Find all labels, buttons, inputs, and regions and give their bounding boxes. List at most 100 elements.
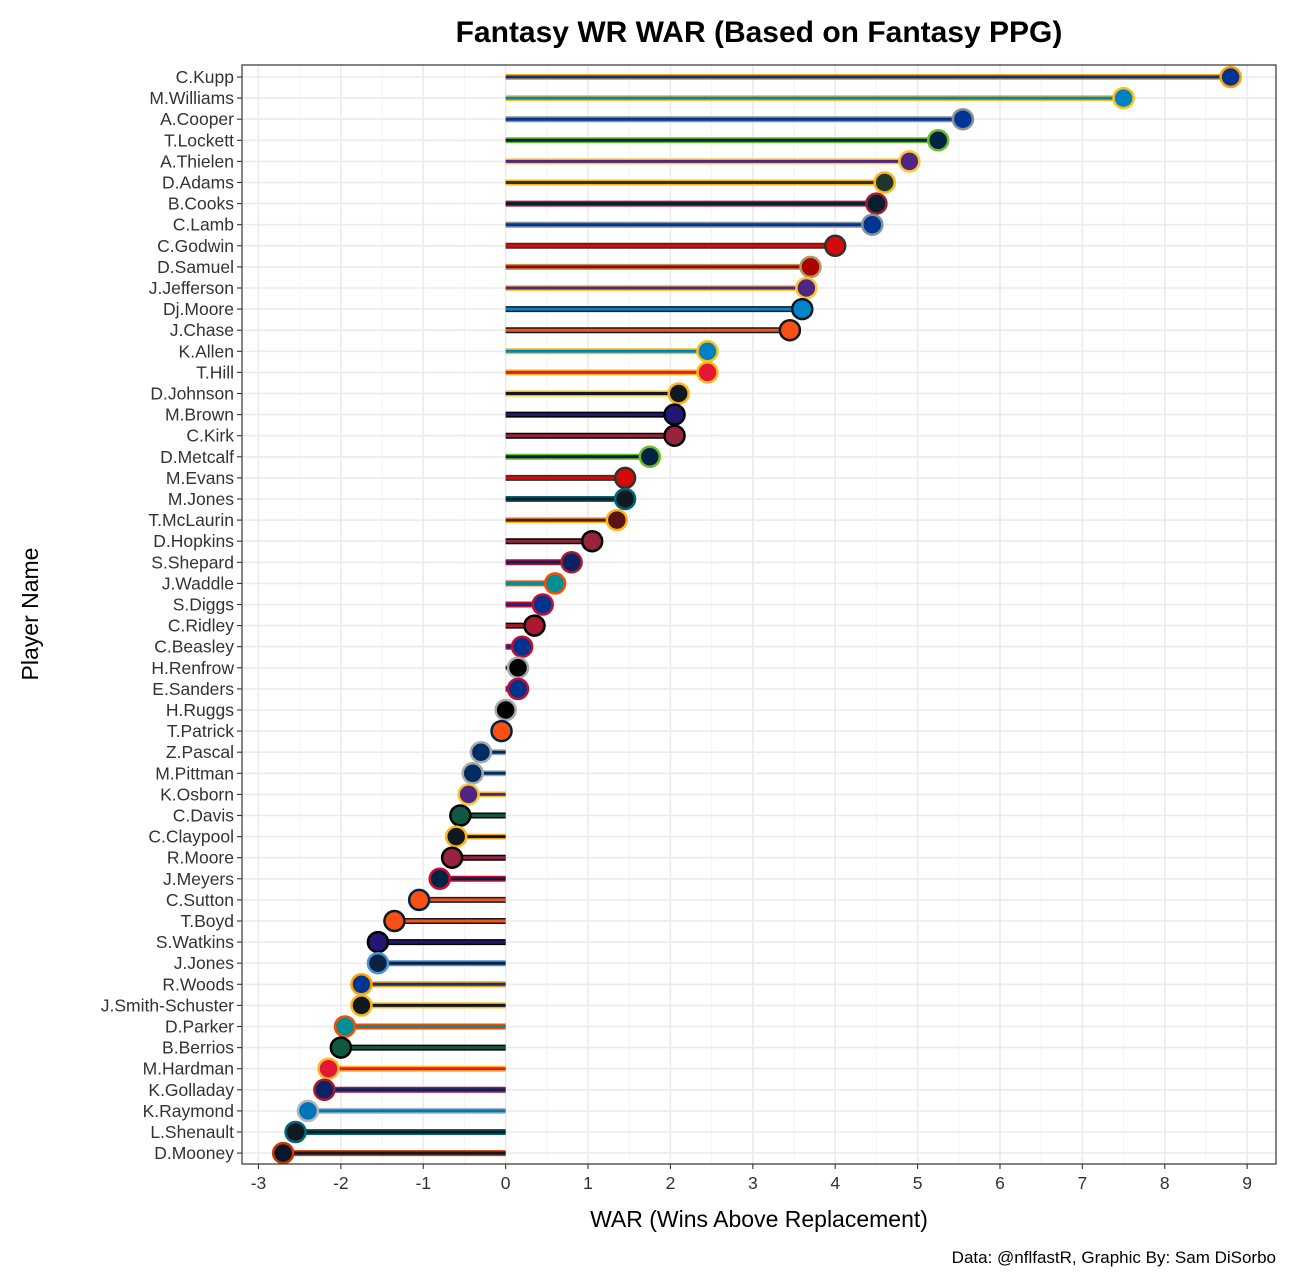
markers-layer bbox=[271, 65, 1242, 1165]
chart-title: Fantasy WR WAR (Based on Fantasy PPG) bbox=[456, 16, 1063, 49]
y-tick-label: J.Smith-Schuster bbox=[101, 995, 234, 1015]
team-logo-marker bbox=[580, 529, 604, 553]
x-tick-label: 7 bbox=[1078, 1173, 1088, 1193]
team-logo-marker bbox=[861, 213, 884, 236]
y-tick-label: Dj.Moore bbox=[163, 299, 234, 319]
team-logo-marker bbox=[296, 1099, 320, 1123]
team-logo-marker bbox=[444, 825, 468, 848]
team-logo-marker bbox=[613, 487, 637, 511]
y-tick-label: T.Hill bbox=[196, 362, 234, 382]
team-logo-marker bbox=[663, 424, 686, 447]
y-tick-label: M.Jones bbox=[168, 489, 234, 509]
y-tick-label: Z.Pascal bbox=[166, 742, 234, 762]
team-logo-marker bbox=[350, 973, 373, 996]
y-tick-label: T.Boyd bbox=[181, 911, 235, 931]
x-axis: -3 -2 -1 0 1 2 3 4 5 6 7 8 9 bbox=[251, 1164, 1252, 1193]
team-logo-marker bbox=[613, 466, 637, 490]
team-logo-marker bbox=[506, 656, 530, 680]
y-tick-label: K.Allen bbox=[179, 341, 234, 361]
x-tick-label: 5 bbox=[913, 1173, 923, 1193]
team-logo-marker bbox=[457, 783, 480, 806]
y-tick-label: J.Jones bbox=[174, 953, 235, 973]
x-tick-label: -3 bbox=[251, 1173, 267, 1193]
team-logo-marker bbox=[865, 192, 888, 215]
y-tick-label: K.Raymond bbox=[143, 1101, 234, 1121]
x-tick-label: 6 bbox=[995, 1173, 1005, 1193]
team-logo-marker bbox=[366, 951, 390, 975]
y-tick-label: D.Hopkins bbox=[153, 531, 234, 551]
y-tick-label: D.Samuel bbox=[157, 257, 234, 277]
y-tick-label: L.Shenault bbox=[150, 1122, 234, 1142]
y-tick-label: M.Evans bbox=[166, 468, 234, 488]
team-logo-marker bbox=[440, 846, 464, 869]
x-tick-label: 9 bbox=[1242, 1173, 1252, 1193]
y-tick-label: B.Cooks bbox=[168, 194, 234, 214]
caption: Data: @nflfastR, Graphic By: Sam DiSorbo bbox=[952, 1248, 1276, 1267]
team-logo-marker bbox=[799, 255, 822, 279]
team-logo-marker bbox=[329, 1036, 353, 1059]
team-logo-marker bbox=[428, 867, 451, 891]
team-logo-marker bbox=[696, 361, 719, 384]
y-axis: C.KuppM.WilliamsA.CooperT.LockettA.Thiel… bbox=[101, 67, 242, 1163]
y-tick-label: M.Hardman bbox=[143, 1059, 234, 1079]
x-tick-label: 0 bbox=[501, 1173, 511, 1193]
x-tick-label: 4 bbox=[830, 1173, 840, 1193]
x-tick-label: 3 bbox=[748, 1173, 758, 1193]
team-logo-marker bbox=[490, 719, 513, 743]
y-tick-label: M.Williams bbox=[149, 88, 234, 108]
y-tick-label: T.Lockett bbox=[164, 130, 234, 150]
y-tick-label: D.Mooney bbox=[154, 1143, 234, 1163]
y-tick-label: C.Kupp bbox=[176, 67, 234, 87]
x-tick-label: -2 bbox=[333, 1173, 349, 1193]
team-logo-marker bbox=[543, 572, 567, 595]
y-tick-label: E.Sanders bbox=[152, 679, 234, 699]
y-tick-label: J.Meyers bbox=[163, 869, 234, 889]
y-tick-label: C.Beasley bbox=[154, 637, 234, 657]
team-logo-marker bbox=[383, 909, 406, 933]
y-tick-label: T.Patrick bbox=[167, 721, 234, 741]
team-logo-marker bbox=[696, 340, 719, 363]
team-logo-marker bbox=[795, 276, 818, 300]
y-tick-label: C.Sutton bbox=[166, 890, 234, 910]
team-logo-marker bbox=[1112, 86, 1135, 110]
team-logo-marker bbox=[350, 994, 373, 1017]
team-logo-marker bbox=[873, 171, 896, 194]
y-tick-label: R.Woods bbox=[162, 974, 234, 994]
y-tick-label: K.Golladay bbox=[148, 1080, 234, 1100]
team-logo-marker bbox=[523, 614, 546, 637]
team-logo-marker bbox=[317, 1057, 340, 1080]
y-tick-label: C.Lamb bbox=[173, 215, 234, 235]
y-tick-label: D.Adams bbox=[162, 173, 234, 193]
y-tick-label: J.Waddle bbox=[162, 573, 234, 593]
team-logo-marker bbox=[667, 382, 690, 405]
team-logo-marker bbox=[366, 930, 390, 954]
y-tick-label: J.Chase bbox=[170, 320, 234, 340]
team-logo-marker bbox=[926, 129, 950, 152]
plot-border bbox=[241, 64, 1277, 1165]
plot-panel bbox=[242, 65, 1276, 1164]
y-tick-label: D.Parker bbox=[165, 1017, 234, 1037]
team-logo-marker bbox=[510, 635, 534, 658]
y-tick-label: C.Kirk bbox=[186, 426, 234, 446]
y-tick-label: S.Watkins bbox=[156, 932, 234, 952]
y-tick-label: K.Osborn bbox=[160, 784, 234, 804]
team-logo-marker bbox=[1219, 65, 1242, 89]
x-tick-label: 2 bbox=[666, 1173, 676, 1193]
y-tick-label: M.Brown bbox=[165, 405, 234, 425]
y-tick-label: C.Claypool bbox=[148, 827, 234, 847]
y-axis-title: Player Name bbox=[17, 548, 43, 681]
y-tick-label: C.Davis bbox=[173, 806, 235, 826]
y-tick-label: B.Berrios bbox=[162, 1038, 234, 1058]
team-logo-marker bbox=[605, 508, 629, 532]
x-tick-label: -1 bbox=[415, 1173, 431, 1193]
y-tick-label: A.Thielen bbox=[160, 151, 234, 171]
team-logo-marker bbox=[951, 107, 975, 131]
team-logo-marker bbox=[449, 804, 472, 827]
team-logo-marker bbox=[531, 593, 554, 616]
y-tick-label: S.Shepard bbox=[151, 552, 234, 572]
x-tick-label: 1 bbox=[583, 1173, 593, 1193]
y-tick-label: A.Cooper bbox=[160, 109, 234, 129]
team-logo-marker bbox=[271, 1141, 295, 1165]
y-tick-label: C.Godwin bbox=[157, 236, 234, 256]
